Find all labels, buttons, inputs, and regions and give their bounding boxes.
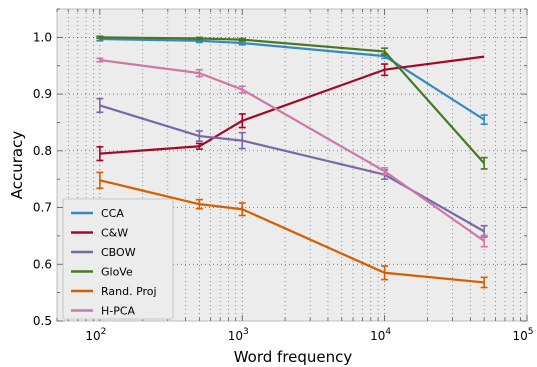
- legend-label: CBOW: [101, 246, 136, 259]
- y-tick-label: 0.6: [33, 257, 52, 271]
- x-tick-label: 103: [228, 327, 249, 343]
- series-c-w: [96, 55, 485, 162]
- y-tick-label: 0.8: [33, 144, 52, 158]
- y-axis-title: Accuracy: [8, 131, 26, 200]
- x-tick-base: 10: [85, 329, 100, 343]
- x-tick-exponent: 3: [243, 327, 249, 337]
- legend-label: CCA: [101, 207, 124, 220]
- legend-label: H-PCA: [101, 305, 136, 318]
- x-axis-title: Word frequency: [234, 348, 353, 366]
- y-tick-label: 1.0: [33, 30, 52, 44]
- grid: [56, 9, 528, 321]
- series-glove: [96, 35, 488, 170]
- series-layer: [96, 35, 488, 289]
- y-tick-label: 0.9: [33, 87, 52, 101]
- x-tick-exponent: 4: [385, 327, 391, 337]
- x-tick-base: 10: [228, 329, 243, 343]
- legend-label: GloVe: [101, 266, 133, 279]
- legend-label: Rand. Proj: [101, 285, 157, 298]
- legend-label: C&W: [101, 227, 128, 240]
- series-h-pca: [96, 57, 488, 248]
- legend-box: [62, 198, 174, 320]
- x-tick-label: 105: [512, 327, 533, 343]
- x-tick-label: 104: [370, 327, 391, 343]
- x-tick-base: 10: [370, 329, 385, 343]
- legend: CCA C&W CBOW GloVe Rand. Proj H-PCA: [62, 198, 174, 320]
- y-tick-label: 0.5: [33, 314, 52, 328]
- x-tick-label: 102: [85, 327, 106, 343]
- plot-frame: [56, 8, 528, 322]
- x-tick-exponent: 2: [101, 327, 107, 337]
- y-tick-label: 0.7: [33, 201, 52, 215]
- x-tick-exponent: 5: [528, 327, 534, 337]
- series-rand-proj: [96, 171, 488, 289]
- x-tick-base: 10: [512, 329, 527, 343]
